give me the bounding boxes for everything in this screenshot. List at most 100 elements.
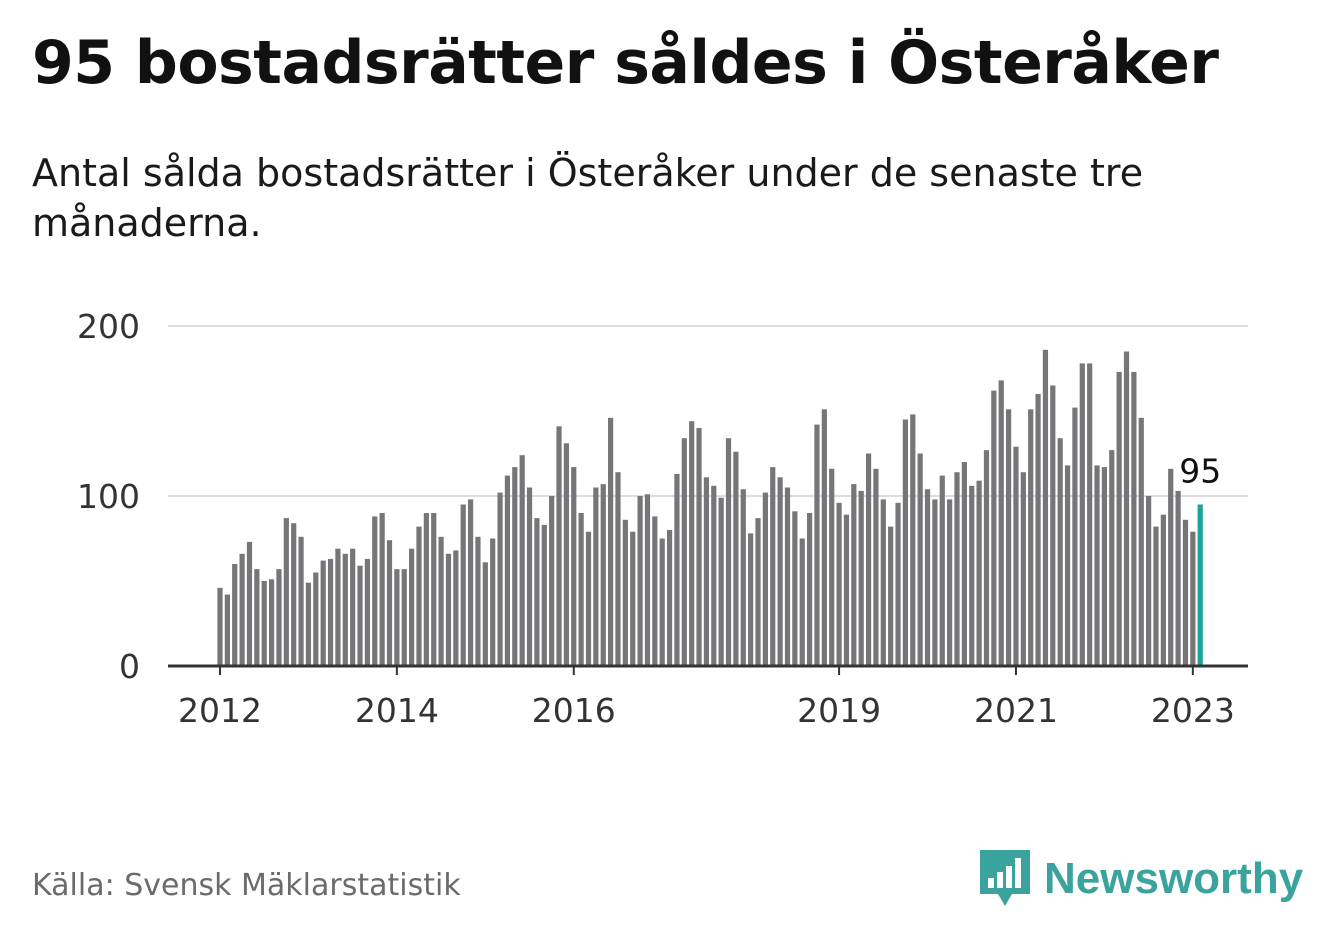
bar: [585, 531, 592, 666]
bar: [460, 504, 466, 666]
bar: [1160, 514, 1166, 666]
bar: [917, 453, 923, 666]
y-tick-label: 0: [119, 647, 140, 686]
bar: [386, 540, 393, 666]
bar: [1131, 371, 1137, 666]
bar: [526, 487, 533, 666]
bar: [991, 390, 997, 666]
bar: [821, 409, 827, 666]
highlight-bar: [1197, 504, 1203, 666]
bar: [762, 492, 768, 666]
bar: [1020, 472, 1026, 666]
bar: [224, 594, 230, 666]
bar: [748, 533, 754, 666]
bar: [880, 499, 886, 666]
bar: [313, 572, 319, 666]
bar: [652, 516, 658, 666]
bar: [1190, 531, 1196, 666]
bar: [246, 541, 253, 666]
bar: [895, 502, 901, 666]
bar: [268, 579, 275, 666]
bar: [1101, 467, 1107, 666]
bar: [637, 496, 643, 666]
bar: [563, 443, 569, 666]
bar: [910, 414, 916, 666]
x-tick-label: 2019: [797, 691, 881, 730]
bar: [350, 548, 356, 666]
bar: [357, 565, 363, 666]
bar: [902, 419, 909, 666]
bar: [556, 426, 562, 666]
bar: [799, 538, 805, 666]
bar: [600, 484, 606, 666]
bar: [777, 477, 783, 666]
bar: [467, 499, 474, 666]
bar: [578, 513, 584, 666]
bar: [969, 485, 975, 666]
bar: [873, 468, 879, 666]
bar: [549, 496, 555, 666]
bar: [276, 569, 282, 666]
bar: [445, 553, 452, 666]
y-tick-label: 100: [77, 477, 140, 516]
bar: [261, 581, 267, 666]
bar: [1123, 351, 1130, 666]
bar: [364, 558, 370, 666]
bar: [674, 473, 680, 666]
x-tick-label: 2023: [1151, 691, 1235, 730]
bar: [807, 513, 813, 666]
bar: [409, 548, 415, 666]
bar: [1146, 496, 1152, 666]
bar: [932, 499, 938, 666]
bar: [858, 490, 864, 666]
x-tick-label: 2012: [178, 691, 262, 730]
bar: [829, 468, 835, 666]
bar: [836, 502, 842, 666]
bar: [438, 536, 444, 666]
bar: [792, 511, 798, 666]
bar: [615, 472, 621, 666]
x-tick-label: 2016: [532, 691, 616, 730]
data-label: 95: [1179, 452, 1221, 491]
bar: [947, 499, 953, 666]
newsworthy-logo: Newsworthy: [980, 850, 1303, 908]
bar: [1079, 363, 1085, 666]
bar: [490, 538, 496, 666]
bar: [431, 513, 437, 666]
x-tick-label: 2021: [974, 691, 1058, 730]
newsworthy-logo-icon: [980, 850, 1030, 906]
y-tick-label: 200: [77, 307, 140, 346]
bar: [718, 497, 724, 666]
bar: [497, 492, 503, 666]
bar: [1182, 519, 1189, 666]
bar: [1138, 417, 1144, 666]
bar: [689, 421, 695, 666]
bar: [814, 424, 820, 666]
bar: [1116, 371, 1122, 666]
bar: [1175, 490, 1181, 666]
bar: [423, 513, 429, 666]
bar: [327, 558, 334, 666]
bar: [954, 472, 960, 666]
bar: [666, 530, 673, 666]
bar: [755, 518, 761, 666]
bar: [298, 536, 304, 666]
brand-name: Newsworthy: [1044, 854, 1304, 903]
bar: [976, 480, 982, 666]
bar: [305, 582, 312, 666]
bar: [851, 484, 857, 666]
bar: [342, 553, 348, 666]
bar: [703, 477, 710, 666]
bar: [740, 489, 746, 666]
bar: [888, 526, 894, 666]
bar: [1013, 446, 1019, 666]
source-note: Källa: Svensk Mäklarstatistik: [32, 868, 461, 903]
bar: [1072, 407, 1078, 666]
bar: [608, 417, 614, 666]
bar: [1050, 385, 1056, 666]
bar: [983, 450, 990, 666]
bar: [1109, 450, 1115, 666]
bar: [593, 487, 599, 666]
bar: [1087, 363, 1093, 666]
bar: [659, 538, 665, 666]
